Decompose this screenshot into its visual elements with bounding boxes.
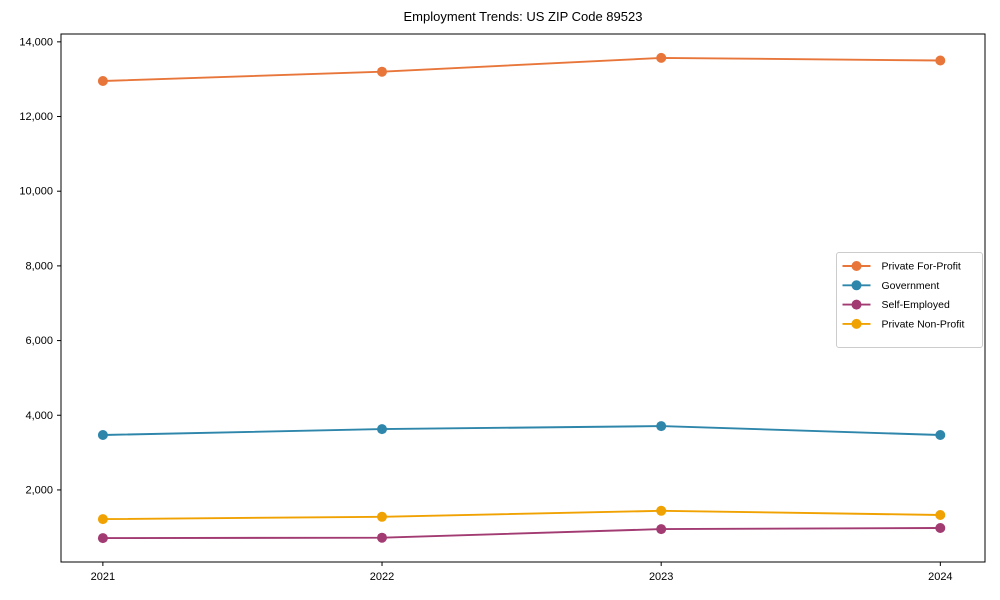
data-point-marker — [97, 533, 108, 544]
legend-marker-icon — [851, 261, 862, 271]
data-point-marker — [935, 523, 946, 533]
legend-label: Government — [882, 280, 940, 292]
plot-frame — [60, 33, 986, 563]
legend-label: Private Non-Profit — [882, 318, 965, 330]
x-tick-label: 2021 — [91, 571, 115, 583]
data-point-marker — [656, 421, 667, 432]
y-tick-label: 10,000 — [19, 186, 53, 198]
legend-marker-icon — [851, 299, 862, 310]
x-tick-label: 2023 — [649, 571, 673, 583]
y-tick-label: 12,000 — [19, 111, 53, 123]
legend-item: Private Non-Profit — [842, 318, 965, 330]
data-point-marker — [656, 52, 667, 63]
y-tick-label: 4,000 — [25, 410, 53, 422]
x-tick-label: 2022 — [370, 571, 394, 583]
data-point-marker — [97, 514, 108, 525]
data-point-marker — [377, 511, 387, 522]
series-line — [102, 56, 941, 82]
data-point-marker — [656, 524, 667, 535]
data-point-marker — [377, 532, 387, 543]
y-tick-label: 14,000 — [19, 36, 53, 48]
legend-item: Government — [842, 280, 940, 292]
data-point-marker — [97, 76, 108, 86]
legend-item: Private For-Profit — [842, 261, 961, 273]
series-line — [102, 509, 941, 521]
legend-label: Private For-Profit — [882, 261, 961, 273]
data-point-marker — [656, 505, 667, 516]
chart-title: Employment Trends: US ZIP Code 89523 — [403, 9, 643, 24]
data-point-marker — [97, 430, 108, 440]
data-point-marker — [377, 66, 387, 77]
y-tick-label: 2,000 — [25, 484, 53, 496]
data-point-marker — [377, 424, 387, 435]
legend-marker-icon — [851, 280, 862, 291]
series-line — [102, 527, 941, 540]
data-point-marker — [935, 430, 946, 440]
legend-label: Self-Employed — [882, 299, 950, 311]
legend-box — [836, 252, 983, 348]
y-tick-label: 8,000 — [25, 260, 53, 272]
data-point-marker — [935, 55, 946, 66]
legend-item: Self-Employed — [842, 299, 950, 311]
legend-marker-icon — [851, 318, 862, 329]
y-tick-label: 6,000 — [25, 335, 53, 347]
x-tick-label: 2024 — [928, 571, 952, 583]
data-point-marker — [935, 510, 946, 520]
series-line — [102, 425, 941, 436]
chart-legend: Private For-Profit Government Self-Employe… — [836, 252, 983, 348]
